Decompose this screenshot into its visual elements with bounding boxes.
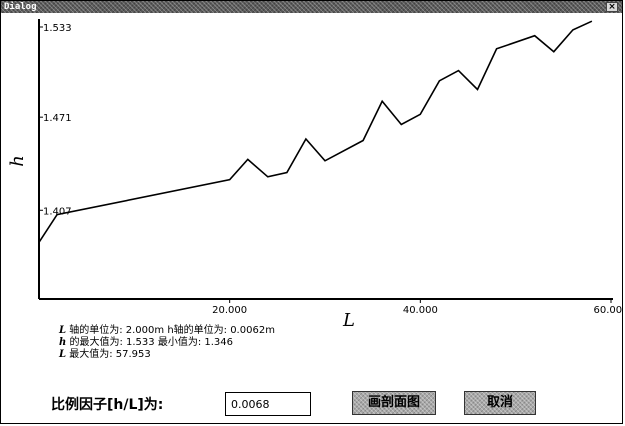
profile-line (38, 20, 593, 243)
y-tick-label: 1.407 (43, 206, 72, 217)
info-var-l: L (59, 325, 67, 336)
info-l-max-text: 最大值为: 57.953 (69, 349, 151, 360)
window-title: Dialog (4, 2, 37, 12)
y-tick-label: 1.471 (43, 113, 72, 124)
x-tick-label: 40.000 (403, 305, 438, 316)
info-var-h: h (59, 337, 67, 348)
cancel-button[interactable]: 取消 (464, 391, 536, 415)
info-var-l2: L (59, 349, 67, 360)
y-tick-label: 1.533 (43, 23, 72, 34)
info-h-range-line: h 的最大值为: 1.533 最小值为: 1.346 (59, 337, 233, 348)
x-tick-label: 20.000 (212, 305, 247, 316)
y-axis-label: h (7, 155, 28, 167)
scale-factor-input[interactable] (225, 392, 311, 416)
chart-axes (38, 19, 613, 300)
info-unit-line: L 轴的单位为: 2.000m h轴的单位为: 0.0062m (59, 325, 275, 336)
profile-chart: 20.000 40.000 60.000 1.407 1.471 1.533 L h (7, 19, 622, 331)
chart-ticks: 20.000 40.000 60.000 1.407 1.471 1.533 (39, 23, 622, 316)
close-icon[interactable]: × (606, 2, 618, 12)
info-l-max-line: L 最大值为: 57.953 (59, 349, 151, 360)
draw-profile-button[interactable]: 画剖面图 (352, 391, 436, 415)
info-h-range-text: 的最大值为: 1.533 最小值为: 1.346 (69, 337, 233, 348)
x-tick-label: 60.000 (594, 305, 623, 316)
scale-factor-label: 比例因子[h/L]为: (51, 397, 164, 413)
x-axis-label: L (342, 310, 355, 331)
info-unit-text: 轴的单位为: 2.000m h轴的单位为: 0.0062m (69, 325, 275, 336)
title-bar[interactable]: Dialog × (1, 1, 622, 13)
chart-series (38, 20, 593, 243)
